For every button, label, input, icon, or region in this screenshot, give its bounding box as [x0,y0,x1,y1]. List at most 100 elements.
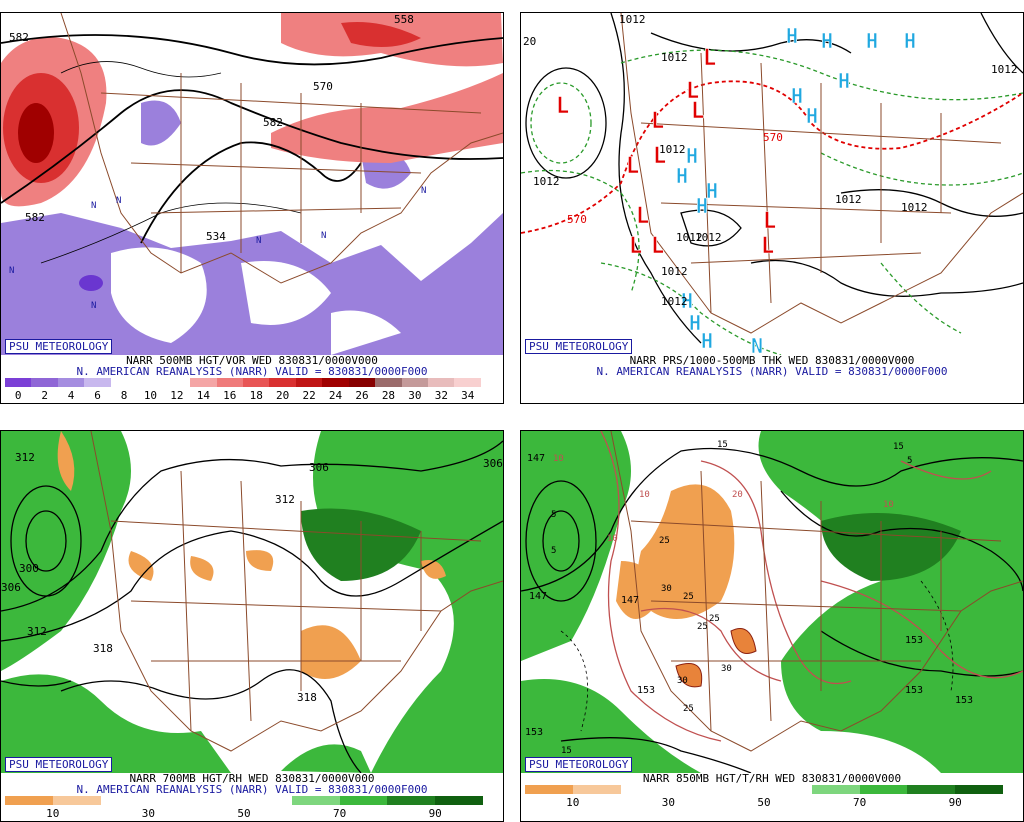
colorbar-tick: 20 [276,389,290,402]
height-label: 153 [525,727,543,738]
colorbar-tick: 16 [223,389,237,402]
colorbar-tick: 18 [249,389,263,402]
map-700mb-rh: 312 306 312 312 300 318 318 306 306 [1,431,503,773]
svg-text:H: H [686,144,698,168]
svg-text:L: L [703,46,716,71]
colorbar-swatch [525,785,573,794]
isobar-label: 1012 [991,63,1018,76]
colorbar-swatch [84,378,111,387]
panel-500mb-vorticity: N N N N N N N 582 570 582 582 558 534 PSU METE… [0,12,504,404]
svg-text:L: L [629,234,642,259]
thickness-label: 570 [763,131,783,144]
colorbar-tick: 0 [14,389,22,402]
height-label: 153 [955,695,973,706]
svg-text:H: H [689,311,701,335]
colorbar-swatch [110,378,138,387]
colorbar-tick: 22 [302,389,316,402]
svg-text:H: H [676,164,688,188]
colorbar-swatch [5,378,32,387]
svg-text:H: H [706,179,718,203]
height-label: 582 [263,116,283,129]
colorbar-tick: 24 [328,389,343,402]
colorbar-swatch [401,378,428,387]
isobar-label: 20 [523,35,536,48]
colorbar-swatch [668,785,717,794]
svg-text:N: N [751,334,763,355]
svg-text:H: H [786,24,798,48]
height-label: 306 [483,457,503,470]
colorbar-swatch [572,785,621,794]
vorticity-colorbar [5,378,481,387]
colorbar-swatch [716,785,764,794]
temperature-box-label: 15 [893,442,904,452]
svg-text:H: H [806,104,818,128]
colorbar-tick: 8 [120,389,128,402]
panel-850mb-t-rh: 147 147 147 153 153 153 153 153 10 10 10… [520,430,1024,822]
rh-colorbar-ticks: 10 30 50 70 90 [525,797,1003,809]
temperature-label: 10 [883,500,894,510]
map-850mb-t-rh: 147 147 147 153 153 153 153 153 10 10 10… [521,431,1023,773]
panel-700mb-rh: 312 306 312 312 300 318 318 306 306 PSU … [0,430,504,822]
thickness-label: 570 [567,213,587,226]
colorbar-swatch [348,378,376,387]
temperature-box-label: 30 [677,676,688,686]
panel-subtitle: N. AMERICAN REANALYSIS (NARR) VALID = 83… [76,365,428,378]
psu-badge: PSU METEOROLOGY [5,339,113,354]
temperature-box-label: 25 [659,536,670,546]
vorticity-colorbar-ticks: 0 2 4 6 8 10 12 14 16 18 20 22 24 26 28 30 32 34 [5,390,483,402]
temperature-box-label: 25 [683,704,694,714]
colorbar-swatch [57,378,85,387]
colorbar-swatch [387,796,436,805]
svg-text:N: N [256,236,261,246]
colorbar-swatch [339,796,388,805]
temperature-box-label: 5 [551,510,556,520]
temperature-box-label: 25 [683,592,694,602]
isobar-label: 1012 [835,193,862,206]
height-label: 153 [905,685,923,696]
height-label: 558 [394,13,414,26]
height-label: 153 [905,635,923,646]
panel-title: NARR 850MB HGT/T/RH WED 830831/0000V000 [642,772,902,785]
colorbar-swatch [811,785,860,794]
isobar-label: 1012 [661,265,688,278]
svg-text:L: L [691,99,704,124]
colorbar-tick: 50 [757,796,771,809]
height-label: 312 [27,625,47,638]
colorbar-swatch [907,785,956,794]
colorbar-swatch [428,378,455,387]
height-label: 534 [206,230,226,243]
rh-colorbar-ticks: 10 30 50 70 90 [5,808,483,820]
svg-text:L: L [651,234,664,259]
svg-text:L: L [761,234,774,259]
temperature-box-label: 30 [661,584,672,594]
isobar-label: 1012 [619,13,646,26]
colorbar-swatch [243,796,292,805]
isobar-label: 1012 [676,231,703,244]
height-label: 582 [9,31,29,44]
colorbar-tick: 30 [408,389,422,402]
colorbar-tick: 90 [428,807,442,820]
height-label: 306 [309,461,329,474]
svg-text:H: H [701,329,713,353]
height-label: 318 [297,691,317,704]
colorbar-tick: 70 [332,807,347,820]
colorbar-tick: 28 [381,389,396,402]
height-label: 582 [25,211,45,224]
panel-subtitle: N. AMERICAN REANALYSIS (NARR) VALID = 83… [76,783,428,796]
svg-text:L: L [556,94,569,119]
colorbar-tick: 30 [141,807,156,820]
colorbar-swatch [269,378,296,387]
colorbar-swatch [137,378,164,387]
temperature-box-label: 25 [697,622,708,632]
colorbar-swatch [435,796,483,805]
isobar-label: 1012 [901,201,928,214]
colorbar-swatch [5,796,53,805]
svg-text:N: N [91,301,96,311]
psu-badge: PSU METEOROLOGY [525,757,633,772]
temperature-label: 20 [732,490,743,500]
colorbar-swatch [295,378,323,387]
height-label: 312 [15,451,35,464]
isobar-label: 1012 [659,143,686,156]
